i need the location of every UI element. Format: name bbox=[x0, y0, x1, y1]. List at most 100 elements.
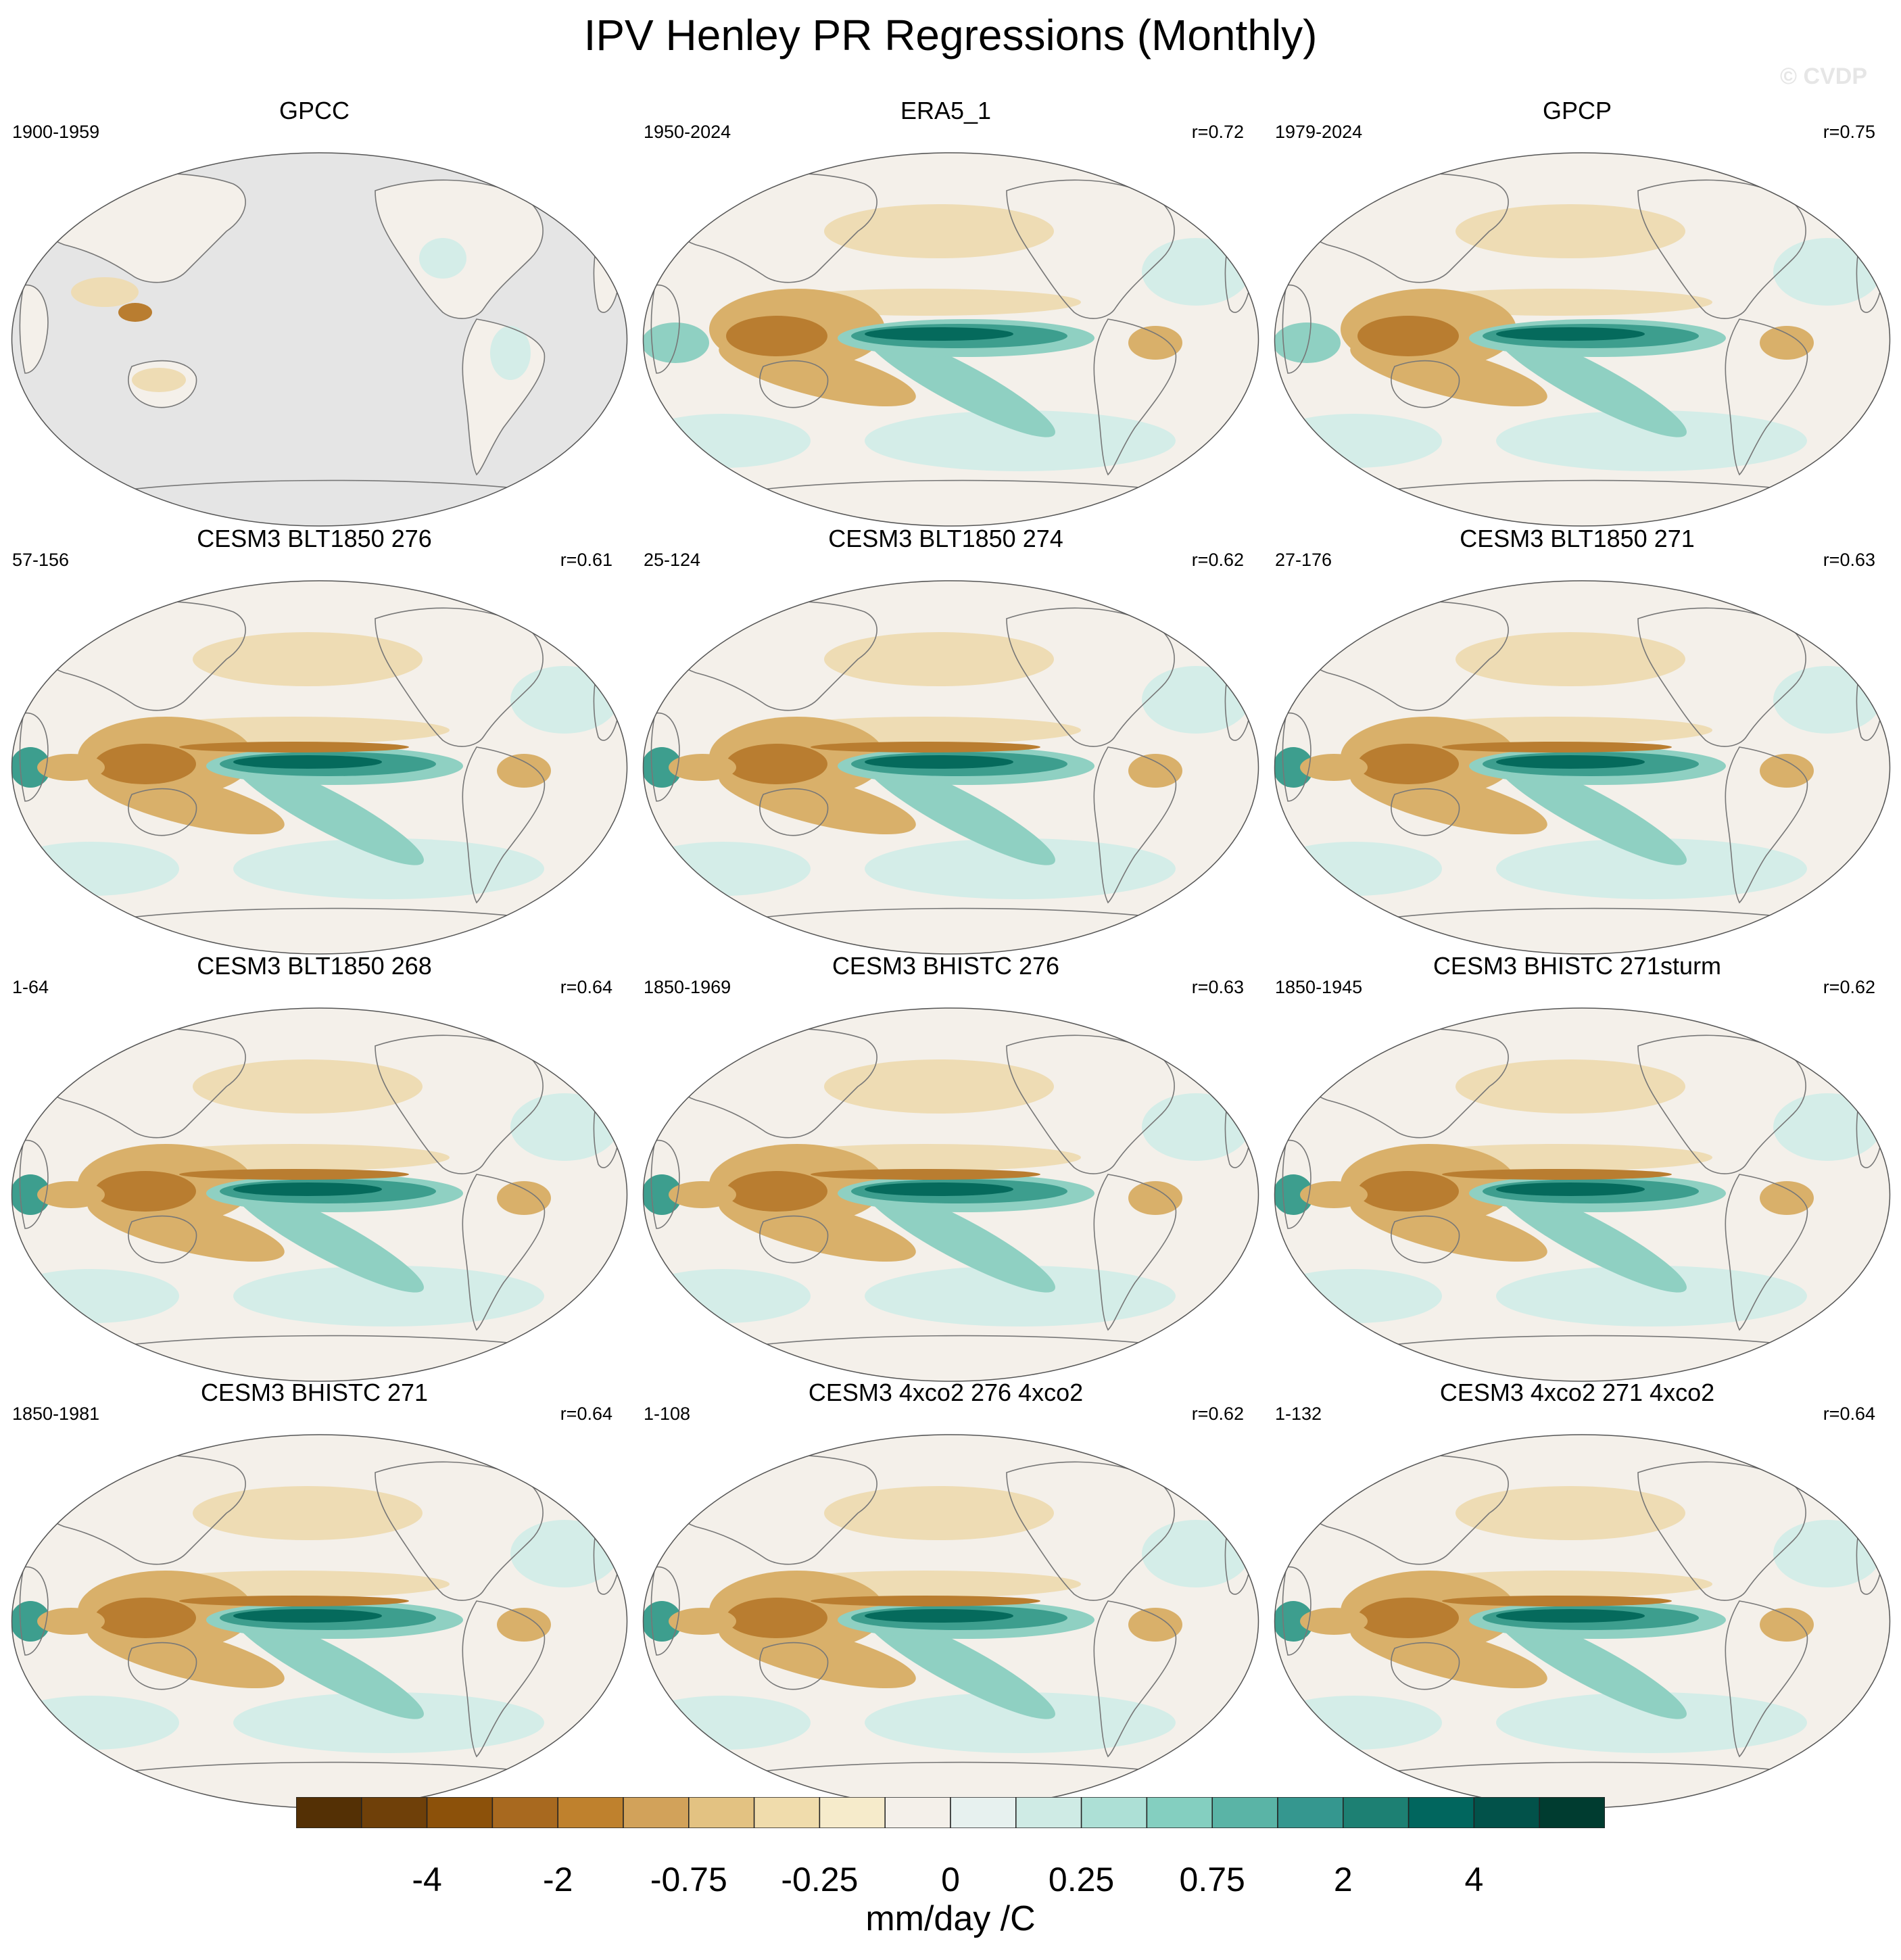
wet-tongue-core bbox=[233, 1609, 382, 1623]
africa-outline bbox=[1282, 284, 1312, 374]
map-border bbox=[11, 580, 628, 955]
dry-band-north-of-tongue bbox=[1442, 1169, 1672, 1180]
panel-period: 1850-1945 bbox=[1275, 977, 1363, 997]
dry-anomaly-amazon bbox=[1760, 1181, 1814, 1215]
dry-core-west-pacific bbox=[1357, 1598, 1459, 1638]
colorbar-box bbox=[950, 1797, 1017, 1828]
dry-anomaly-maritime-continent bbox=[118, 303, 152, 322]
dry-anomaly-east-indian bbox=[1300, 1181, 1368, 1208]
panel-period: 1900-1959 bbox=[12, 122, 100, 142]
wet-anomaly-north-atlantic bbox=[1773, 1520, 1881, 1587]
panel-title: CESM3 BLT1850 271 bbox=[1460, 525, 1695, 552]
dry-core-west-pacific bbox=[1357, 316, 1459, 356]
wet-tongue-core bbox=[233, 1182, 382, 1196]
antarctica-outline bbox=[1353, 907, 1808, 924]
dry-anomaly-east-indian bbox=[669, 1181, 736, 1208]
colorbar-box bbox=[296, 1797, 362, 1828]
dry-anomaly-east-indian bbox=[1300, 754, 1368, 781]
colorbar-box bbox=[1080, 1797, 1148, 1828]
australia-outline bbox=[759, 1642, 829, 1690]
dry-anomaly-north-pacific bbox=[193, 632, 423, 686]
wet-anomaly-southeast-pacific bbox=[863, 1185, 1055, 1293]
dry-core-west-pacific bbox=[95, 1171, 196, 1212]
south-america-outline bbox=[1725, 1174, 1808, 1331]
dry-band-north-of-tongue bbox=[811, 1169, 1040, 1180]
dry-anomaly-east-indian bbox=[37, 1181, 105, 1208]
colorbar bbox=[296, 1797, 1605, 1828]
south-america-outline bbox=[1093, 746, 1177, 904]
colorbar-box bbox=[426, 1797, 494, 1828]
dry-anomaly-north-pacific bbox=[824, 1486, 1054, 1540]
wet-anomaly-north-atlantic bbox=[1142, 238, 1250, 306]
wet-anomaly-north-atlantic bbox=[1773, 1093, 1881, 1161]
asia-outline bbox=[1297, 600, 1509, 711]
australia-outline bbox=[1391, 360, 1460, 408]
dry-anomaly-amazon bbox=[1128, 326, 1182, 360]
dry-anomaly-spcz bbox=[87, 1621, 285, 1689]
wet-anomaly-north-atlantic bbox=[1773, 666, 1881, 734]
australia-outline bbox=[128, 788, 197, 836]
africa-outline bbox=[650, 1566, 680, 1656]
map-border bbox=[642, 580, 1259, 955]
asia-outline bbox=[34, 1454, 246, 1565]
panel-period: 25-124 bbox=[644, 550, 701, 570]
colorbar-box bbox=[884, 1797, 951, 1828]
map-border bbox=[1274, 580, 1891, 955]
panel-period: 1850-1981 bbox=[12, 1404, 100, 1424]
map-border bbox=[642, 1007, 1259, 1382]
panel-period: 1-132 bbox=[1275, 1404, 1322, 1424]
map-border bbox=[1274, 1007, 1891, 1382]
wet-anomaly-north-atlantic bbox=[1773, 238, 1881, 306]
panel-title: CESM3 BLT1850 276 bbox=[197, 525, 432, 552]
wet-tongue-core bbox=[865, 1609, 1013, 1623]
antarctica-outline bbox=[91, 479, 545, 496]
dry-core-west-pacific bbox=[726, 316, 827, 356]
map-panel: GPCC 1900-1959 bbox=[0, 96, 629, 529]
wet-tongue-core bbox=[1496, 755, 1645, 769]
antarctica-outline bbox=[91, 907, 545, 924]
antarctica-outline bbox=[1353, 1761, 1808, 1777]
wet-anomaly-southeast-pacific bbox=[1495, 329, 1687, 437]
dry-anomaly-amazon bbox=[1128, 754, 1182, 788]
colorbar-tick-label: -0.75 bbox=[650, 1861, 727, 1898]
colorbar-box bbox=[753, 1797, 821, 1828]
dry-anomaly-north-pacific bbox=[193, 1486, 423, 1540]
australia-outline bbox=[1391, 1642, 1460, 1690]
dry-anomaly-north-pacific bbox=[824, 1059, 1054, 1114]
wet-anomaly-south-indian bbox=[11, 1269, 179, 1323]
wet-anomaly-south-pacific bbox=[233, 1266, 544, 1326]
dry-band-north-of-tongue bbox=[179, 1169, 409, 1180]
colorbar-tick-label: -2 bbox=[542, 1861, 573, 1898]
wet-anomaly-north-atlantic bbox=[510, 1520, 619, 1587]
wet-anomaly-south-pacific bbox=[865, 1692, 1176, 1753]
wet-anomaly-south-pacific bbox=[233, 838, 544, 899]
south-america-outline bbox=[462, 1600, 546, 1758]
map-border bbox=[1274, 152, 1891, 527]
africa-outline bbox=[19, 712, 49, 802]
map-projection bbox=[1274, 580, 1891, 955]
asia-outline bbox=[666, 1028, 877, 1139]
colorbar-box bbox=[1211, 1797, 1278, 1828]
wet-anomaly-southeast-pacific bbox=[863, 1611, 1055, 1719]
north-america-outline bbox=[375, 179, 544, 319]
panel-period: 1-64 bbox=[12, 977, 49, 997]
asia-outline bbox=[666, 600, 877, 711]
north-america-outline bbox=[1637, 607, 1806, 747]
dry-anomaly-north-pacific bbox=[1455, 1486, 1685, 1540]
antarctica-outline bbox=[1353, 479, 1808, 496]
antarctica-outline bbox=[1353, 1335, 1808, 1351]
dry-band-north-of-tongue bbox=[811, 1596, 1040, 1606]
map-projection bbox=[642, 580, 1259, 955]
wet-anomaly-south-pacific bbox=[1496, 1266, 1807, 1326]
panel-period: 1950-2024 bbox=[644, 122, 731, 142]
antarctica-outline bbox=[91, 1761, 545, 1777]
wet-tongue-core bbox=[1496, 1609, 1645, 1623]
dry-anomaly-spcz bbox=[1350, 1195, 1547, 1262]
panel-title: CESM3 4xco2 271 4xco2 bbox=[1439, 1379, 1715, 1406]
wet-anomaly-southeast-pacific bbox=[863, 757, 1055, 865]
colorbar-box bbox=[1277, 1797, 1344, 1828]
dry-anomaly-spcz bbox=[1350, 1621, 1547, 1689]
pattern-correlation: r=0.62 bbox=[1191, 1404, 1244, 1424]
map-projection bbox=[11, 152, 628, 527]
dry-anomaly-spcz bbox=[87, 767, 285, 835]
